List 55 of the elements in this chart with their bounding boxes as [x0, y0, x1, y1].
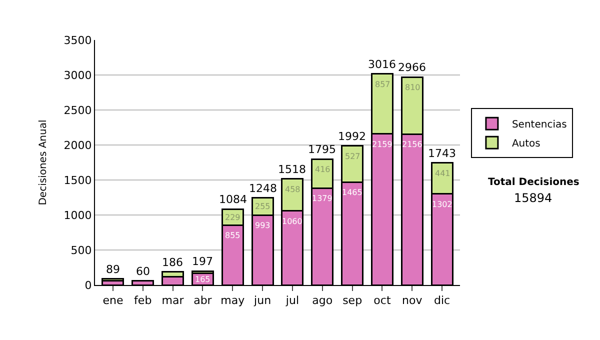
total-label: 1992: [338, 130, 366, 143]
total-label: 1743: [428, 147, 456, 160]
total-label: 186: [162, 256, 183, 269]
x-tick-label: jun: [253, 294, 272, 308]
x-tick-label: ene: [102, 294, 124, 308]
legend-label: Autos: [512, 138, 540, 150]
total-label: 1248: [249, 182, 277, 195]
x-tick-label: oct: [374, 294, 392, 308]
x-tick-label: ago: [312, 294, 333, 308]
legend-label: Sentencias: [512, 120, 567, 130]
y-tick-label: 500: [70, 244, 92, 257]
bar: [102, 278, 124, 282]
total-label: 60: [136, 265, 150, 278]
data-label: 441: [435, 169, 450, 178]
total-label: 2966: [398, 61, 426, 74]
x-tick-label: dic: [434, 294, 450, 308]
data-label: 165: [195, 275, 210, 284]
data-label: 1465: [342, 188, 362, 197]
y-tick-label: 1000: [64, 208, 92, 222]
total-label: 1795: [308, 143, 336, 156]
x-tick-label: mar: [162, 294, 184, 308]
data-label: 255: [255, 202, 270, 211]
y-tick-label: 3500: [64, 34, 92, 47]
x-tick-label: jul: [284, 294, 300, 308]
data-label: 857: [375, 80, 390, 89]
text: 15894: [514, 191, 552, 205]
data-label: 1302: [432, 200, 452, 209]
total-label: 1084: [219, 193, 247, 206]
text: Total Decisiones: [488, 177, 580, 188]
data-label: 1379: [312, 194, 332, 203]
data-label: 458: [285, 185, 300, 194]
x-tick-label: feb: [134, 294, 152, 308]
x-tick-label: may: [220, 294, 246, 308]
data-label: 527: [345, 152, 360, 161]
total-label: 197: [192, 255, 213, 268]
total-label: 89: [106, 263, 120, 276]
x-tick-label: sep: [342, 294, 362, 308]
y-tick-label: 1500: [64, 174, 92, 187]
data-label: 2156: [402, 140, 422, 149]
x-tick-label: nov: [402, 294, 423, 308]
data-label: 855: [225, 231, 240, 240]
y-axis-title: Decisiones Anual: [38, 120, 49, 206]
total-label: 3016: [368, 58, 396, 71]
y-tick-label: 2500: [64, 104, 92, 117]
y-tick-label: 3000: [64, 68, 92, 82]
x-tick-label: abr: [194, 294, 212, 308]
y-tick-label: 0: [84, 278, 92, 292]
data-label: 1060: [282, 217, 302, 226]
data-label: 993: [255, 221, 270, 230]
data-label: 416: [315, 165, 330, 174]
y-tick-label: 2000: [64, 138, 92, 152]
data-label: 2159: [372, 140, 392, 149]
total-label: 1518: [278, 163, 306, 176]
data-label: 810: [405, 83, 420, 92]
data-label: 229: [225, 213, 240, 222]
